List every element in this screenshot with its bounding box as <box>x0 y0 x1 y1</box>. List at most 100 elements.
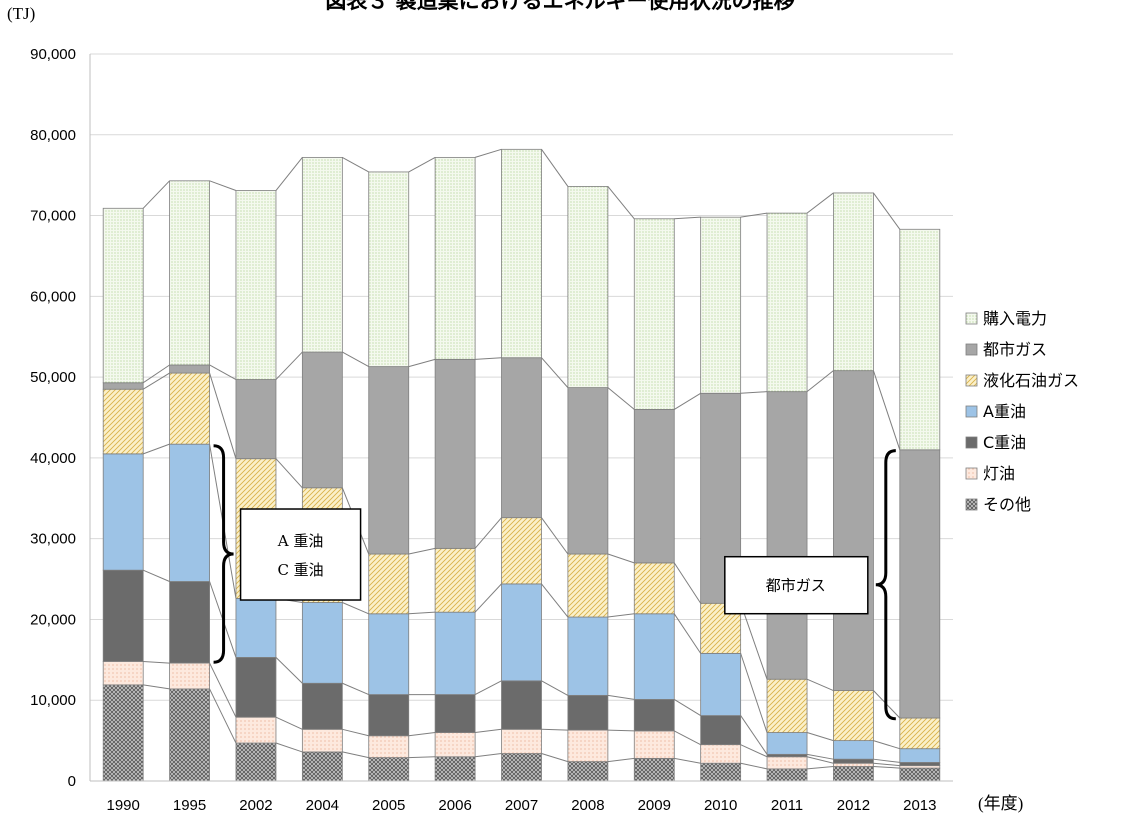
series-connector-line <box>541 583 569 618</box>
x-tick-label: 2002 <box>239 797 272 814</box>
legend-label: 購入電力 <box>983 309 1047 328</box>
y-tick-label: 90,000 <box>30 46 76 63</box>
series-connector-line <box>873 758 900 763</box>
bar-segment <box>102 382 144 390</box>
x-tick-label: 2013 <box>903 797 936 814</box>
series-connector-line <box>474 680 502 696</box>
series-connector-line <box>408 611 436 615</box>
annotation-box <box>724 555 869 615</box>
y-tick-label: 80,000 <box>30 127 76 144</box>
annotation-box <box>239 508 362 601</box>
series-connector-line <box>408 732 436 737</box>
bar-segment <box>567 729 609 763</box>
legend-label: 液化石油ガス <box>983 371 1079 390</box>
bar-segment <box>501 517 542 585</box>
bar-segment <box>501 680 542 730</box>
series-connector-line <box>873 192 901 230</box>
bar-segment <box>501 583 542 682</box>
series-connector-line <box>209 688 237 744</box>
series-connector-line <box>674 216 701 220</box>
bar-segment <box>434 732 476 758</box>
series-connector-line <box>142 569 170 582</box>
series-connector-line <box>673 613 702 654</box>
axes-layer: 0 10,000 20,000 30,000 40,000 50,000 60,000 70,… <box>30 46 953 814</box>
bar-segment <box>567 694 609 731</box>
series-connector-line <box>873 762 900 767</box>
series-connector-line <box>740 603 768 680</box>
series-connector-line <box>806 192 834 214</box>
bar-segment <box>102 388 144 455</box>
y-tick-label: 70,000 <box>30 208 76 225</box>
x-tick-label: 2006 <box>438 797 471 814</box>
series-connector-line <box>142 180 170 209</box>
series-connector-line <box>740 715 768 755</box>
bar-segment <box>833 370 874 691</box>
bar-segment <box>301 602 343 684</box>
bar-segment <box>833 192 874 372</box>
bar-segment <box>633 218 675 410</box>
annotation-text: A 重油 <box>277 532 324 550</box>
series-connector-line <box>142 372 170 390</box>
bar-segment <box>102 453 144 571</box>
bar-segment <box>368 757 410 782</box>
series-connector-line <box>607 553 635 564</box>
x-tick-label: 2009 <box>638 797 671 814</box>
bar-segment <box>434 547 476 613</box>
x-tick-label: 1990 <box>107 797 140 814</box>
series-connector-line <box>143 443 170 455</box>
legend-swatch <box>965 405 978 418</box>
x-tick-label: 1995 <box>173 797 206 814</box>
bar-segment <box>766 212 808 393</box>
bar-segment <box>235 716 277 744</box>
series-connector-line <box>806 753 834 760</box>
bar-segment <box>169 688 210 782</box>
series-connector-line <box>541 357 569 388</box>
legend-label: その他 <box>983 495 1031 514</box>
bar-segment <box>899 762 941 767</box>
y-tick-label: 0 <box>68 773 76 790</box>
series-connector-line <box>209 180 237 191</box>
series-connector-line <box>541 517 569 555</box>
bar-segment <box>368 735 410 758</box>
bar-segment <box>833 758 874 764</box>
x-tick-label: 2010 <box>704 797 737 814</box>
bar-segment <box>899 228 941 451</box>
series-connector-line <box>342 602 369 615</box>
bar-segment <box>501 753 542 782</box>
series-connector-line <box>674 392 701 410</box>
bar-segment <box>833 740 874 760</box>
y-axis-unit-label: (TJ) <box>7 4 35 23</box>
legend-swatch <box>965 374 978 387</box>
series-connector-line <box>872 370 901 450</box>
series-connector-line <box>408 358 436 368</box>
bar-segment <box>833 762 874 767</box>
bar-segment <box>301 156 343 353</box>
y-tick-label: 50,000 <box>30 369 76 386</box>
bar-segment <box>833 690 874 742</box>
annotation-text: 都市ガス <box>766 577 826 595</box>
bar-segment <box>567 761 609 782</box>
series-connector-line <box>143 660 170 664</box>
bar-segment <box>102 569 144 662</box>
bar-segment <box>567 616 609 696</box>
series-connector-line <box>474 148 502 158</box>
series-connector-line <box>275 351 303 380</box>
series-connector-line <box>143 684 170 690</box>
bar-segment <box>301 682 343 730</box>
bar-segment <box>235 598 277 658</box>
series-connector-line <box>342 682 369 696</box>
series-connector-line <box>209 364 237 380</box>
bar-segment <box>633 757 675 782</box>
x-axis-unit-label: (年度) <box>978 794 1023 813</box>
bar-segment <box>567 387 609 555</box>
series-connector-line <box>342 156 369 173</box>
bar-segment <box>301 728 343 753</box>
bar-segment <box>899 717 941 750</box>
x-tick-label: 2004 <box>306 797 339 814</box>
series-connector-line <box>209 662 237 718</box>
legend-swatch <box>965 436 978 449</box>
bar-segment <box>102 207 144 384</box>
series-connector-line <box>607 613 635 618</box>
annotation-brace <box>875 449 896 721</box>
